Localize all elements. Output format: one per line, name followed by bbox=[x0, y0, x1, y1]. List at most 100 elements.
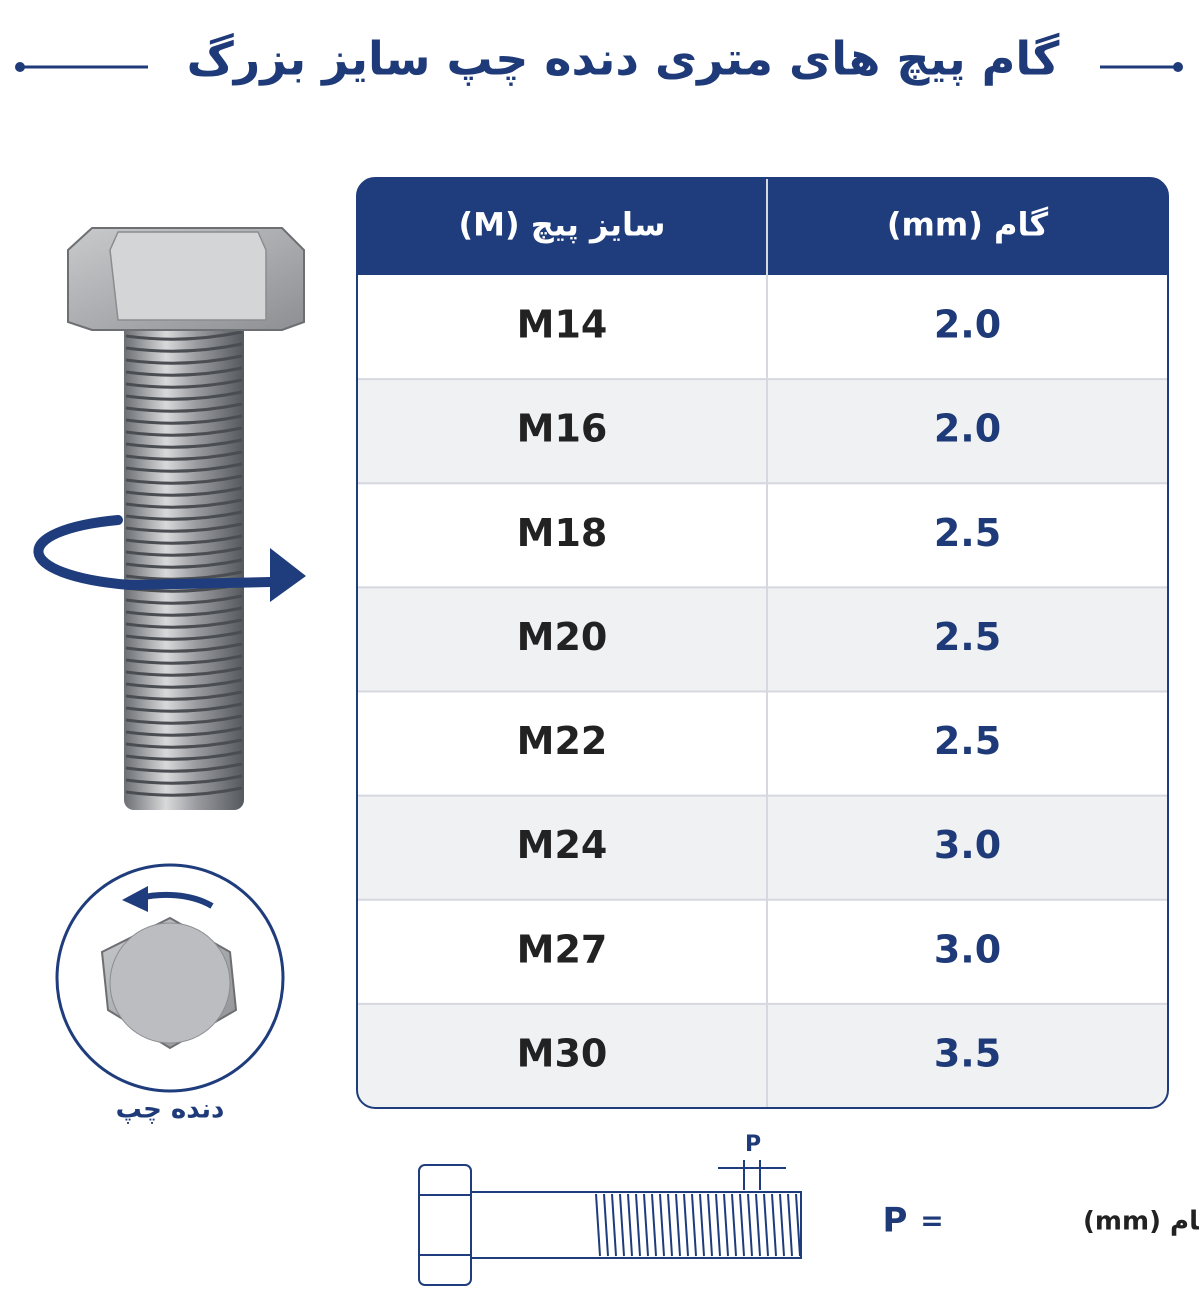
table-row bbox=[357, 587, 1168, 692]
diagram-thread bbox=[683, 1193, 689, 1257]
thread bbox=[125, 618, 243, 629]
thread bbox=[125, 714, 243, 725]
diagram-thread bbox=[771, 1193, 777, 1257]
thread bbox=[125, 690, 243, 701]
title-dot bbox=[15, 62, 25, 72]
column-header: سایز پیچ (M) bbox=[459, 206, 666, 244]
diagram-thread bbox=[651, 1193, 657, 1257]
size-cell: M22 bbox=[517, 719, 608, 763]
diagram-thread bbox=[707, 1193, 713, 1257]
diagram-thread bbox=[731, 1193, 737, 1257]
bolt-illustration bbox=[33, 227, 306, 810]
diagram-thread bbox=[619, 1193, 625, 1257]
diagram-thread bbox=[763, 1193, 769, 1257]
pitch-cell: 3.0 bbox=[934, 927, 1001, 971]
rotation-arrowhead bbox=[270, 548, 306, 602]
diagram-thread bbox=[667, 1193, 673, 1257]
diagram-thread bbox=[747, 1193, 753, 1257]
pitch-cell: 3.0 bbox=[934, 823, 1001, 867]
diagram-thread bbox=[795, 1193, 801, 1257]
thread bbox=[125, 558, 243, 569]
thread bbox=[125, 438, 243, 449]
legend-symbol: P bbox=[883, 1201, 908, 1241]
thread bbox=[125, 330, 243, 341]
thread bbox=[125, 366, 243, 377]
size-cell: M30 bbox=[517, 1031, 608, 1075]
size-cell: M24 bbox=[517, 823, 608, 867]
thread bbox=[125, 474, 243, 485]
size-cell: M27 bbox=[517, 927, 608, 971]
table-row bbox=[357, 691, 1168, 796]
thread bbox=[125, 546, 243, 557]
thread bbox=[125, 654, 243, 665]
diagram-thread bbox=[643, 1193, 649, 1257]
thread bbox=[125, 750, 243, 761]
diagram-thread bbox=[723, 1193, 729, 1257]
thread bbox=[125, 702, 243, 713]
legend-equals: = bbox=[920, 1204, 943, 1237]
bolt-head-face bbox=[109, 231, 267, 321]
pitch-cell: 2.0 bbox=[934, 303, 1001, 347]
size-cell: M14 bbox=[517, 303, 608, 347]
thread bbox=[125, 426, 243, 437]
thread bbox=[125, 786, 243, 797]
diagram-thread bbox=[755, 1193, 761, 1257]
diagram-thread bbox=[739, 1193, 745, 1257]
diagram-thread bbox=[627, 1193, 633, 1257]
diagram-thread bbox=[779, 1193, 785, 1257]
diagram-thread bbox=[603, 1193, 609, 1257]
diagram-thread bbox=[659, 1193, 665, 1257]
thread bbox=[125, 486, 243, 497]
thread bbox=[125, 498, 243, 509]
thread bbox=[125, 450, 243, 461]
diagram-thread bbox=[611, 1193, 617, 1257]
pitch-cell: 2.0 bbox=[934, 407, 1001, 451]
thread bbox=[125, 390, 243, 401]
pitch-cell: 3.5 bbox=[934, 1031, 1001, 1075]
thread bbox=[125, 606, 243, 617]
thread bbox=[125, 462, 243, 473]
thread bbox=[125, 726, 243, 737]
diagram-thread bbox=[787, 1193, 793, 1257]
size-cell: M16 bbox=[517, 407, 608, 451]
diagram-thread bbox=[675, 1193, 681, 1257]
table-row bbox=[357, 1003, 1168, 1108]
thread bbox=[125, 534, 243, 545]
pitch-cell: 2.5 bbox=[934, 719, 1001, 763]
turn-arrowhead bbox=[122, 886, 148, 912]
column-header: گام (mm) bbox=[887, 206, 1049, 244]
pitch-cell: 2.5 bbox=[934, 615, 1001, 659]
table-row bbox=[357, 795, 1168, 900]
thread bbox=[125, 402, 243, 413]
table-row bbox=[357, 275, 1168, 380]
table: M14 2.0 M16 2.0 M18 2.5 M20 2.5 M22 2.5 M24 3.0 M27 3… bbox=[357, 178, 1168, 1108]
thread bbox=[125, 678, 243, 689]
title: گام پیچ های متری دنده چپ سایز بزرگ bbox=[187, 32, 1060, 87]
diagram-thread bbox=[699, 1193, 705, 1257]
pitch-diagram bbox=[418, 1160, 802, 1286]
table-row bbox=[357, 899, 1168, 1004]
diagram-thread bbox=[715, 1193, 721, 1257]
pitch-cell: 2.5 bbox=[934, 511, 1001, 555]
size-cell: M20 bbox=[517, 615, 608, 659]
diagram-thread bbox=[691, 1193, 697, 1257]
size-cell: M18 bbox=[517, 511, 608, 555]
table-row bbox=[357, 379, 1168, 484]
diagram-head bbox=[418, 1164, 472, 1286]
thread bbox=[125, 666, 243, 677]
legend-text: گام (mm) bbox=[1083, 1206, 1199, 1237]
thread bbox=[125, 594, 243, 605]
title-dot bbox=[1173, 62, 1183, 72]
diagram-shank bbox=[470, 1191, 802, 1259]
table-row bbox=[357, 483, 1168, 588]
rotation-arrow bbox=[33, 515, 275, 591]
thread bbox=[125, 510, 243, 521]
table-header bbox=[357, 178, 1168, 275]
diagram-threads bbox=[595, 1193, 801, 1257]
thread bbox=[125, 630, 243, 641]
thread bbox=[125, 414, 243, 425]
table-border bbox=[356, 177, 1169, 1109]
hex-face bbox=[109, 922, 231, 1044]
diagram-thread bbox=[595, 1193, 601, 1257]
thread bbox=[125, 642, 243, 653]
